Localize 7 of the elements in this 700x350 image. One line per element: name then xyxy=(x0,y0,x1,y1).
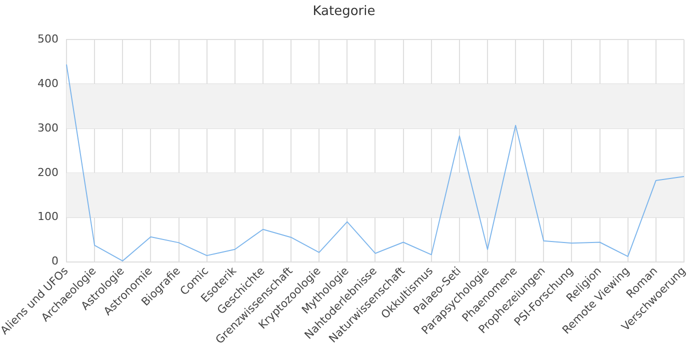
y-tick-label: 300 xyxy=(37,121,58,134)
y-tick-label: 400 xyxy=(37,76,58,90)
y-tick-label: 0 xyxy=(51,254,58,268)
y-tick-label: 100 xyxy=(37,210,58,224)
chart-title: Kategorie xyxy=(312,4,376,20)
y-tick-label: 200 xyxy=(37,166,58,179)
y-tick-label: 500 xyxy=(37,32,58,46)
